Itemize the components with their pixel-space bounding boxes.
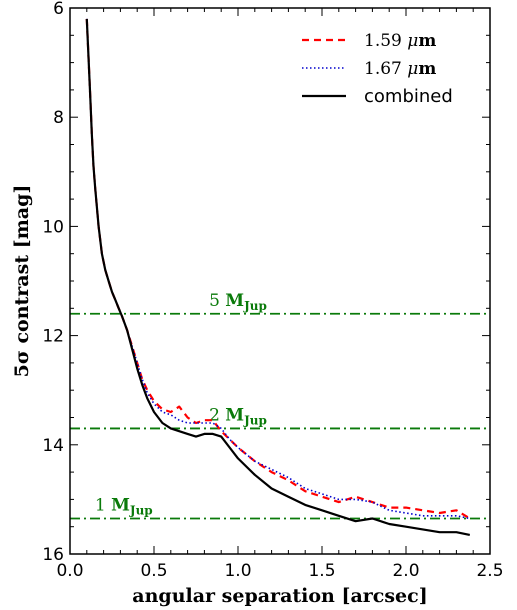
- legend-label: 1.59 μm: [364, 31, 436, 51]
- y-tick-label: 12: [42, 327, 64, 347]
- series-line-solid: [85, 18, 471, 536]
- x-tick-label: 2.0: [392, 561, 419, 581]
- axis-ticks: 0.0 0.5 1.0 1.5 2.0 2.5 6 8 10 12 14 16: [42, 0, 503, 581]
- series-layer: [85, 18, 471, 536]
- x-tick-label: 0.5: [140, 561, 167, 581]
- y-tick-label: 16: [42, 545, 64, 565]
- reference-line-label: 5 MJup: [209, 291, 267, 313]
- legend-label: 1.67 μm: [364, 59, 436, 79]
- x-tick-label: 1.5: [308, 561, 335, 581]
- y-axis-label: 5σ contrast [mag]: [11, 185, 33, 378]
- y-tick-label: 8: [53, 108, 64, 128]
- x-tick-label: 0.0: [56, 561, 83, 581]
- y-tick-label: 6: [53, 0, 64, 19]
- reference-line-label: 1 MJup: [95, 496, 153, 518]
- y-tick-label: 14: [42, 436, 64, 456]
- legend-label: combined: [364, 86, 453, 107]
- x-tick-label: 2.5: [476, 561, 503, 581]
- reference-lines: 5 MJup 2 MJup 1 MJup: [70, 291, 490, 520]
- x-tick-label: 1.0: [224, 561, 251, 581]
- legend: 1.59 μm 1.67 μm combined: [302, 31, 453, 107]
- y-tick-label: 10: [42, 217, 64, 237]
- series-line-dotted: [86, 18, 470, 520]
- reference-line-label: 2 MJup: [209, 405, 267, 427]
- x-axis-label: angular separation [arcsec]: [132, 585, 427, 607]
